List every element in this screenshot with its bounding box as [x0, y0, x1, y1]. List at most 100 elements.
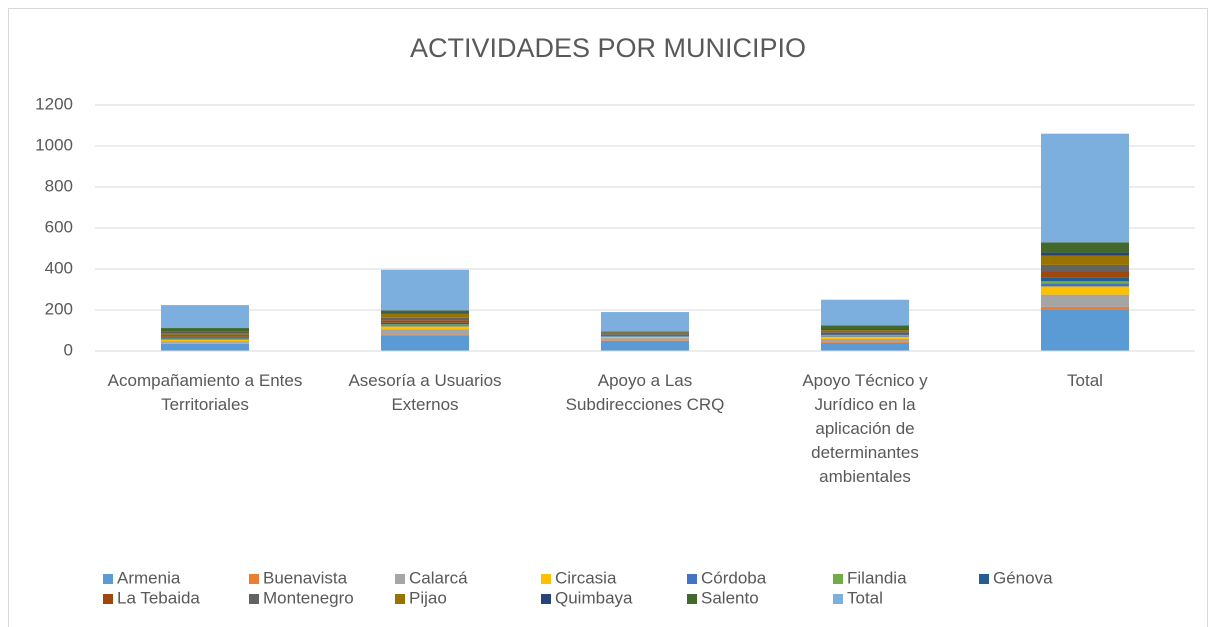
bar-segment	[381, 313, 469, 318]
bar-segment	[1041, 286, 1129, 295]
legend-label: Córdoba	[701, 568, 767, 587]
legend-swatch	[103, 574, 113, 584]
legend-swatch	[395, 574, 405, 584]
bar-segment	[1041, 277, 1129, 282]
bar-segment	[601, 336, 689, 339]
legend-label: Salento	[701, 588, 759, 607]
legend-swatch	[833, 594, 843, 604]
x-tick-label: Apoyo Técnico y Jurídico en la aplicación …	[802, 371, 928, 486]
bar-segment	[601, 332, 689, 334]
bar-segment	[1041, 133, 1129, 243]
y-tick-label: 600	[45, 217, 73, 236]
legend-label: Génova	[993, 568, 1053, 587]
bar-segment	[1041, 264, 1129, 272]
x-tick-label: Asesoría a Usuarios Externos	[348, 371, 501, 414]
legend-swatch	[395, 594, 405, 604]
legend-label: Armenia	[117, 568, 181, 587]
bar-segment	[381, 317, 469, 321]
legend-swatch	[541, 594, 551, 604]
bar-segment	[161, 336, 249, 338]
bar-segment	[381, 326, 469, 330]
bar-segment	[161, 334, 249, 337]
bar-segment	[161, 328, 249, 332]
bar-segment	[821, 336, 909, 339]
bar-segment	[161, 339, 249, 342]
bar-segment	[161, 343, 249, 351]
bar-segment	[821, 332, 909, 335]
bar-segment	[821, 335, 909, 337]
bar-segment	[601, 340, 689, 341]
y-tick-label: 0	[64, 340, 73, 359]
bar-segment	[601, 312, 689, 332]
y-tick-label: 1200	[35, 94, 73, 113]
legend-label: Buenavista	[263, 568, 348, 587]
bar-segment	[381, 310, 469, 313]
legend-swatch	[979, 574, 989, 584]
bar-segment	[1041, 283, 1129, 287]
legend-label: La Tebaida	[117, 588, 200, 607]
bar-segment	[381, 312, 469, 314]
chart-title: ACTIVIDADES POR MUNICIPIO	[410, 33, 806, 63]
bar-segment	[1041, 271, 1129, 278]
bar-segment	[381, 269, 469, 311]
legend-swatch	[687, 574, 697, 584]
x-tick-label: Apoyo a Las Subdirecciones CRQ	[566, 371, 725, 414]
legend-swatch	[249, 594, 259, 604]
legend-label: Circasia	[555, 568, 617, 587]
legend-label: Filandia	[847, 568, 907, 587]
bar-segment	[601, 335, 689, 337]
bar-segment	[1041, 252, 1129, 256]
bar-segment	[821, 329, 909, 331]
legend-label: Total	[847, 588, 883, 607]
bar-segment	[821, 325, 909, 330]
legend-swatch	[687, 594, 697, 604]
bar-segment	[821, 335, 909, 336]
bar-segment	[821, 331, 909, 333]
legend-swatch	[103, 594, 113, 604]
bar-segment	[1041, 242, 1129, 253]
x-tick-label: Total	[1067, 371, 1103, 390]
bar-segment	[381, 329, 469, 335]
bar-segment	[161, 332, 249, 335]
y-tick-label: 1000	[35, 135, 73, 154]
bar-segment	[821, 342, 909, 351]
bar-segment	[381, 325, 469, 327]
bar-segment	[821, 299, 909, 326]
bar-segment	[601, 334, 689, 336]
bar-segment	[381, 335, 469, 351]
bar-segment	[161, 331, 249, 333]
y-tick-label: 200	[45, 299, 73, 318]
bar-segment	[161, 343, 249, 344]
bar-segment	[601, 340, 689, 351]
bar-segment	[161, 341, 249, 344]
bar-segment	[381, 324, 469, 326]
bar-segment	[1041, 255, 1129, 265]
bar-segment	[821, 330, 909, 332]
bar-segment	[1041, 281, 1129, 284]
legend-label: Montenegro	[263, 588, 354, 607]
legend-swatch	[541, 574, 551, 584]
bar-segment	[821, 341, 909, 343]
y-tick-label: 800	[45, 176, 73, 195]
legend-label: Quimbaya	[555, 588, 633, 607]
bar-segment	[381, 320, 469, 323]
bar-segment	[161, 338, 249, 340]
y-tick-label: 400	[45, 258, 73, 277]
bar-segment	[601, 333, 689, 335]
x-tick-label: Acompañamiento a Entes Territoriales	[108, 371, 303, 414]
legend-label: Calarcá	[409, 568, 468, 587]
legend-swatch	[249, 574, 259, 584]
bar-segment	[161, 337, 249, 339]
bar-segment	[161, 305, 249, 329]
bar-segment	[1041, 310, 1129, 351]
bar-segment	[1041, 294, 1129, 307]
bar-segment	[821, 334, 909, 336]
bar-segment	[381, 334, 469, 336]
bar-segment	[821, 338, 909, 342]
bar-segment	[381, 322, 469, 325]
legend-label: Pijao	[409, 588, 447, 607]
bar-segment	[601, 338, 689, 341]
bar-segment	[1041, 306, 1129, 310]
legend-swatch	[833, 574, 843, 584]
